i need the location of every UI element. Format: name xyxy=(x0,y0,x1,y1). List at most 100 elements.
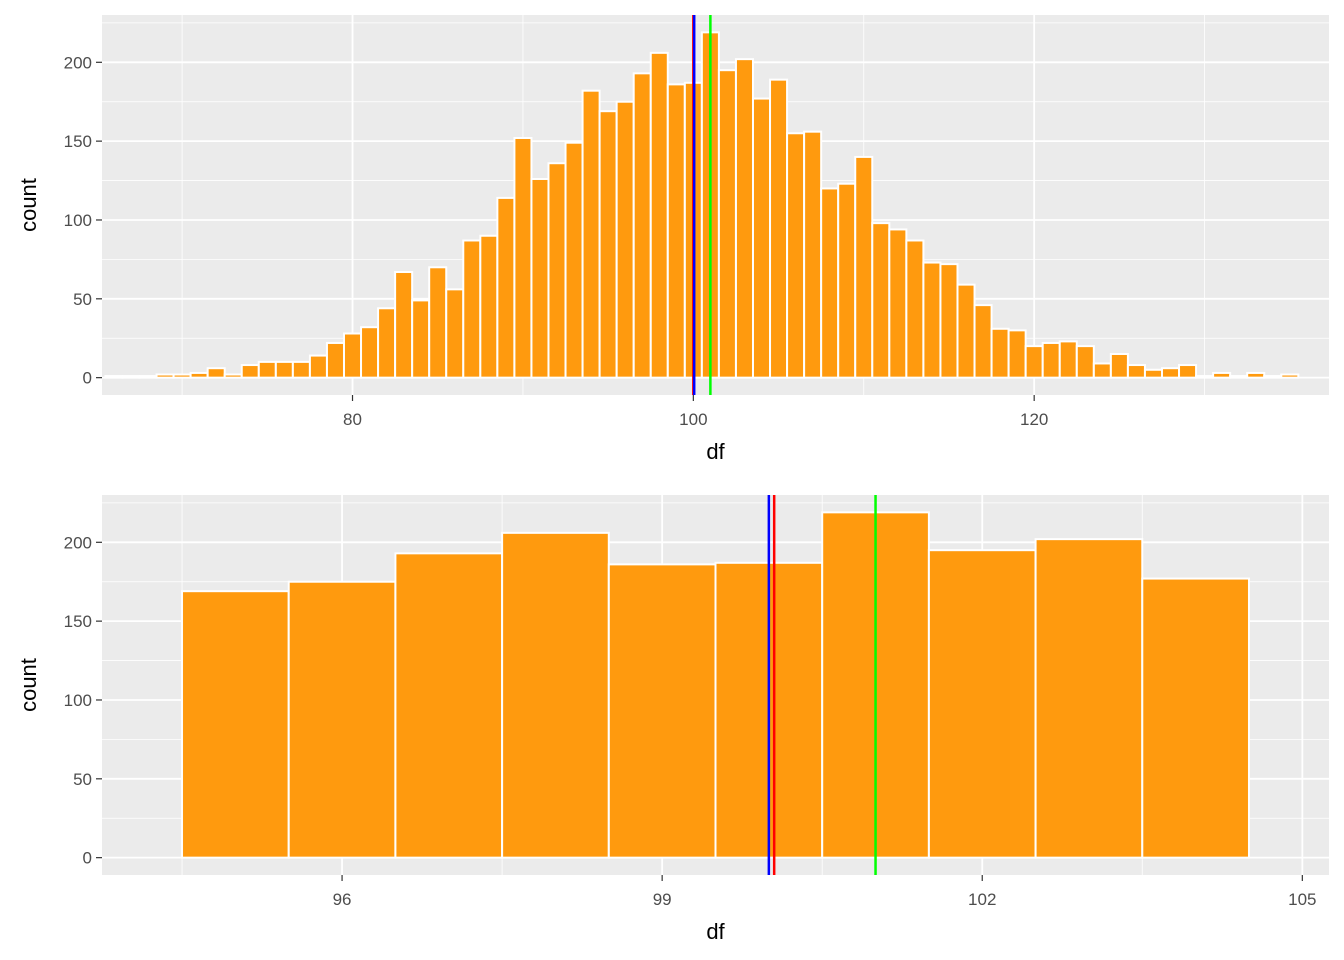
histogram-bar xyxy=(206,367,226,379)
histogram-bar xyxy=(189,371,209,379)
histogram-bar xyxy=(308,354,328,379)
histogram-bar xyxy=(121,375,141,379)
histogram-bar xyxy=(223,373,243,379)
histogram-bar xyxy=(155,373,175,379)
x-axis-title: df xyxy=(706,919,725,944)
histogram-bar xyxy=(666,83,686,379)
histogram-bar xyxy=(888,228,908,379)
histogram-bar xyxy=(496,196,516,379)
x-axis-title: df xyxy=(706,439,725,464)
histogram-bar xyxy=(104,375,124,379)
histogram-bar xyxy=(325,341,345,379)
histogram-bar xyxy=(837,182,857,379)
histogram-bar xyxy=(734,58,754,379)
histogram-bar xyxy=(428,266,448,379)
y-tick-label: 100 xyxy=(64,211,92,230)
histogram-bar xyxy=(632,72,652,379)
histogram-bar xyxy=(1141,577,1250,859)
histogram-bar xyxy=(769,78,789,379)
histogram-bar xyxy=(181,590,290,859)
histogram-bar xyxy=(411,299,431,379)
histogram-bar xyxy=(871,222,891,379)
histogram-bar xyxy=(649,51,669,379)
histogram-bar xyxy=(547,162,567,379)
histogram-bar xyxy=(1092,362,1112,379)
histogram-bar xyxy=(615,100,635,379)
y-tick-label: 100 xyxy=(64,691,92,710)
histogram-bar xyxy=(287,580,397,859)
histogram-bar xyxy=(377,307,397,379)
histogram-bar xyxy=(501,531,610,859)
histogram-bar xyxy=(1178,364,1198,379)
histogram-bar xyxy=(360,326,380,379)
histogram-bar xyxy=(172,373,192,379)
histogram-bar xyxy=(1109,353,1129,379)
histogram-bar xyxy=(274,360,294,379)
x-tick-label: 80 xyxy=(343,410,362,429)
histogram-bar xyxy=(1007,329,1027,379)
histogram-bar xyxy=(1034,538,1144,859)
histogram-bar xyxy=(479,234,499,379)
histogram-bar xyxy=(530,177,550,379)
histogram-bar xyxy=(990,327,1010,379)
histogram-bar xyxy=(240,364,260,379)
y-tick-label: 0 xyxy=(83,369,92,388)
histogram-bar xyxy=(291,360,311,379)
histogram-bar xyxy=(1195,375,1215,379)
histogram-bar xyxy=(581,89,601,379)
histogram-bar xyxy=(854,155,874,379)
histogram-bar xyxy=(803,130,823,379)
x-tick-label: 105 xyxy=(1288,890,1316,909)
x-tick-label: 102 xyxy=(968,890,996,909)
histogram-bar xyxy=(922,261,942,379)
x-tick-label: 120 xyxy=(1020,410,1048,429)
y-tick-label: 50 xyxy=(73,770,92,789)
histogram-bar xyxy=(598,110,618,379)
y-tick-label: 200 xyxy=(64,533,92,552)
histogram-bar xyxy=(445,288,465,379)
histogram-bar xyxy=(462,239,482,379)
histogram-bar xyxy=(751,97,772,379)
x-tick-label: 100 xyxy=(679,410,707,429)
histogram-bar xyxy=(513,136,533,379)
histogram-bar xyxy=(717,69,737,379)
top-histogram-panel: 0 50 100 150 200 80 100 120 df count xyxy=(16,15,1329,464)
y-axis-title: count xyxy=(16,658,41,712)
histogram-bar xyxy=(1126,364,1146,379)
histogram-bar xyxy=(138,375,158,379)
histogram-bar xyxy=(1160,367,1181,379)
histogram-bar xyxy=(257,360,277,379)
histogram-bar xyxy=(905,239,925,379)
y-axis-title: count xyxy=(16,178,41,232)
histogram-bar xyxy=(1246,371,1266,379)
histogram-bar xyxy=(564,141,584,379)
histogram-bar xyxy=(973,304,993,379)
histogram-bar xyxy=(1280,373,1300,379)
x-tick-label: 96 xyxy=(333,890,352,909)
histogram-bar xyxy=(394,271,414,379)
histogram-bar xyxy=(939,263,959,379)
histogram-bar xyxy=(1143,368,1163,379)
histogram-bar xyxy=(1075,345,1095,379)
histogram-bar xyxy=(1212,371,1232,379)
y-tick-label: 150 xyxy=(64,612,92,631)
y-tick-label: 50 xyxy=(73,290,92,309)
histogram-bar xyxy=(394,552,504,859)
bottom-histogram-panel: 0 50 100 150 200 96 99 102 105 df count xyxy=(16,495,1329,944)
histogram-bar xyxy=(820,187,840,379)
histogram-bar xyxy=(1263,375,1283,379)
histogram-bar xyxy=(1041,341,1061,379)
y-tick-label: 0 xyxy=(83,849,92,868)
histogram-bar xyxy=(1229,375,1249,379)
histogram-bar xyxy=(607,563,717,859)
histogram-bar xyxy=(342,332,363,379)
y-tick-label: 150 xyxy=(64,132,92,151)
x-tick-label: 99 xyxy=(653,890,672,909)
histogram-bar xyxy=(927,549,1037,859)
y-tick-label: 200 xyxy=(64,53,92,72)
histogram-bar xyxy=(956,283,976,379)
histogram-bar xyxy=(1058,340,1078,379)
histogram-bar xyxy=(786,132,806,379)
histogram-bar xyxy=(1024,345,1044,379)
